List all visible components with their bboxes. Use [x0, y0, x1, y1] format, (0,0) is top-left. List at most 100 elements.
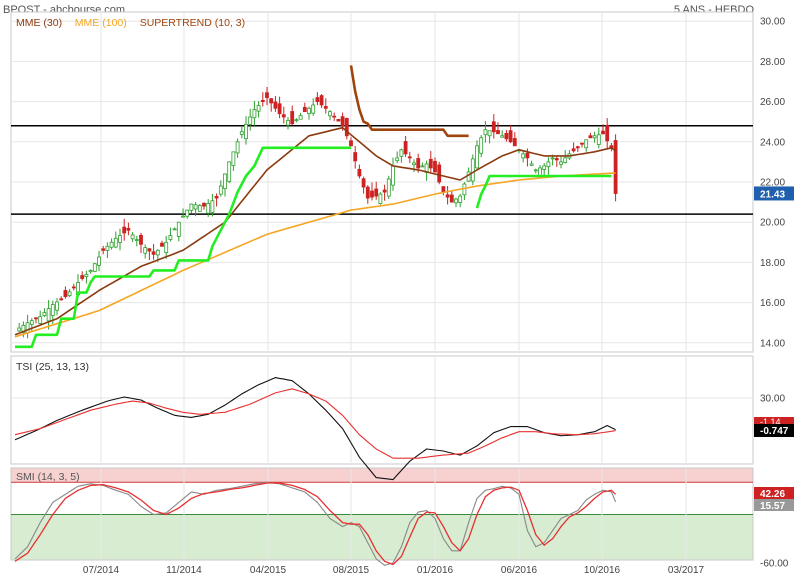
candle-body: [265, 92, 269, 98]
candle-body: [227, 161, 232, 182]
candle-body: [151, 251, 156, 255]
candle-body: [353, 152, 358, 162]
candle-body: [336, 119, 341, 122]
candle-body: [349, 140, 353, 147]
candle-body: [496, 130, 500, 135]
price-legend-item: MME (30): [16, 17, 62, 29]
tsi-pane-frame: [10, 355, 754, 465]
candle-body: [521, 153, 526, 159]
candle-body: [176, 221, 181, 237]
candle-body: [596, 134, 601, 145]
candle-body: [294, 119, 299, 122]
candle-body: [382, 189, 387, 193]
candle-body: [67, 291, 72, 297]
candle-body: [101, 248, 106, 251]
price-y-tick-label: 18.00: [760, 258, 785, 269]
candle-body: [454, 198, 458, 204]
price-y-tick-label: 26.00: [760, 97, 785, 108]
price-y-tick-label: 28.00: [760, 57, 785, 68]
candle-body: [143, 247, 148, 254]
candle-body: [214, 196, 219, 199]
smi-overbought-zone: [11, 468, 753, 483]
candle-body: [319, 95, 324, 106]
candle-body: [80, 275, 85, 279]
price-y-tick-label: 20.00: [760, 218, 785, 229]
candle-body: [542, 165, 547, 170]
candle-body: [109, 241, 114, 248]
candle-body: [361, 178, 366, 188]
candle-body: [55, 301, 59, 311]
candle-body: [315, 97, 320, 102]
smi-y-tick-label: -60.00: [760, 558, 789, 569]
candle-body: [420, 165, 425, 168]
candle-body: [357, 169, 362, 177]
candle-body: [483, 129, 488, 136]
candle-body: [185, 209, 190, 217]
candle-body: [218, 185, 223, 195]
candle-body: [575, 146, 580, 149]
candle-body: [244, 123, 248, 140]
tsi-signal-line: [14, 388, 616, 459]
candle-body: [433, 160, 437, 173]
candle-body: [407, 156, 412, 159]
candle-body: [449, 194, 454, 203]
candle-body: [328, 111, 332, 117]
candle-body: [38, 316, 43, 324]
candle-body: [554, 158, 559, 161]
x-tick-label: 11/2014: [166, 565, 202, 576]
candle-body: [34, 317, 38, 320]
smi-line: [14, 481, 617, 566]
smi-signal-line: [14, 482, 617, 566]
x-tick-label: 10/2016: [584, 565, 621, 576]
candle-body: [97, 256, 101, 266]
candle-body: [50, 304, 55, 316]
candle-body: [365, 186, 370, 199]
candle-body: [512, 138, 517, 147]
candle-body: [202, 202, 206, 207]
candle-body: [168, 235, 173, 240]
candle-body: [164, 241, 169, 253]
tsi-signal-label: -1.14: [760, 417, 781, 427]
candle-body: [370, 190, 374, 198]
candle-body: [584, 139, 589, 149]
smi-legend-label: SMI (14, 3, 5): [16, 471, 80, 483]
candle-body: [286, 119, 290, 126]
candle-body: [323, 106, 328, 109]
candle-body: [235, 141, 240, 154]
supertrend-line-down: [349, 65, 469, 138]
candle-body: [601, 130, 605, 135]
candle-body: [428, 158, 433, 169]
mme30-line: [14, 126, 617, 336]
x-tick-label: 06/2016: [501, 565, 538, 576]
candle-body: [311, 104, 316, 114]
candle-body: [395, 157, 400, 162]
tsi-legend-label: TSI (25, 13, 13): [16, 361, 89, 373]
candle-body: [281, 114, 286, 118]
candle-body: [223, 173, 227, 189]
candle-body: [491, 121, 496, 133]
candle-body: [88, 270, 93, 273]
candle-body: [277, 103, 282, 115]
candle-body: [391, 165, 395, 186]
candle-body: [248, 116, 253, 125]
candle-body: [172, 228, 177, 231]
candle-body: [256, 105, 261, 112]
candle-body: [470, 158, 475, 182]
smi-signal-badge: [754, 487, 794, 499]
price-legend-item: MME (100): [75, 17, 127, 29]
smi-oversold-zone: [11, 514, 753, 560]
candle-body: [126, 228, 131, 231]
candle-body: [134, 239, 139, 242]
candle-body: [378, 193, 383, 204]
candle-body: [504, 133, 509, 140]
candle-body: [559, 161, 563, 165]
smi-last-badge: [754, 499, 794, 511]
candle-body: [290, 111, 295, 125]
candle-body: [118, 235, 122, 243]
candle-body: [113, 237, 118, 248]
candle-body: [273, 101, 278, 109]
x-tick-label: 01/2016: [417, 565, 454, 576]
candle-body: [160, 242, 164, 247]
candle-body: [105, 245, 110, 251]
